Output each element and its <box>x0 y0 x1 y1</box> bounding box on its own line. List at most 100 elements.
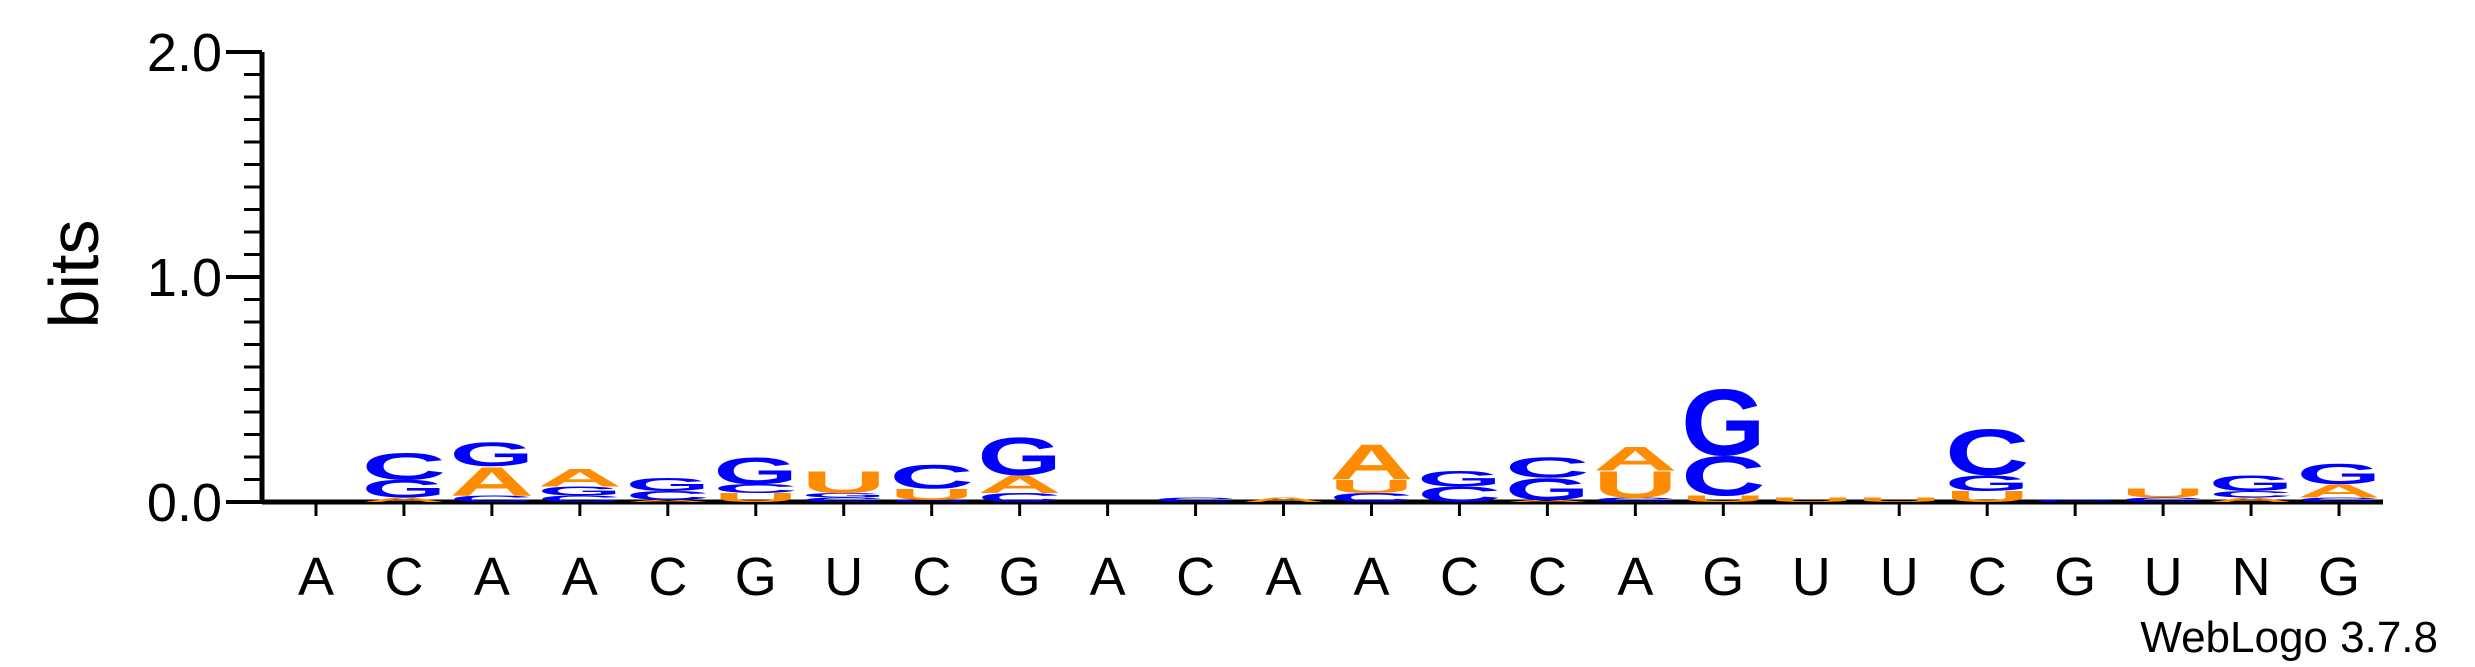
position-stack: UCG <box>714 450 798 505</box>
x-tick-label: G <box>1702 547 1744 607</box>
position-stack: CUA <box>1593 440 1677 506</box>
logo-letter-U: U <box>1329 476 1413 497</box>
logo-letter-C: C <box>889 458 973 496</box>
logo-letter-U: U <box>802 465 886 500</box>
position-stack: A <box>1241 496 1325 503</box>
position-stack: C <box>1153 496 1237 503</box>
position-stack: GUC <box>889 458 973 504</box>
logo-letter-G: G <box>1417 466 1501 491</box>
logo-letter-G: G <box>1505 471 1589 506</box>
logo-letter-U: U <box>1945 488 2029 506</box>
x-tick-label: A <box>1617 547 1653 607</box>
logo-letter-U: U <box>1769 496 1853 503</box>
x-tick-label: G <box>2318 547 2360 607</box>
logo-letter-C: C <box>1681 445 1765 508</box>
x-tick-label: U <box>1880 547 1919 607</box>
logo-letter-A: A <box>1593 440 1677 478</box>
position-stack: CAG <box>450 435 534 504</box>
logo-letter-C: C <box>977 491 1061 505</box>
logo-letter-A: A <box>977 470 1061 498</box>
logo-letter-A: A <box>362 496 446 503</box>
logo-letter-G: G <box>1681 369 1765 475</box>
x-tick-label: A <box>1353 547 1389 607</box>
logo-letter-G: G <box>538 484 622 498</box>
x-tick-label: U <box>824 547 863 607</box>
x-tick-label: U <box>1792 547 1831 607</box>
x-tick-label: N <box>2232 547 2271 607</box>
logo-letter-G: G <box>802 492 886 499</box>
logo-letter-A: A <box>2297 480 2381 501</box>
logo-letter-C: C <box>2121 496 2205 503</box>
weblogo-credit: WebLogo 3.7.8 <box>2140 613 2438 662</box>
position-stack: ACG <box>2209 471 2293 504</box>
logo-letter-C: C <box>2209 489 2293 500</box>
x-tick-label: A <box>562 547 598 607</box>
logo-letter-C: C <box>2297 496 2381 503</box>
position-stack: AGC <box>362 446 446 504</box>
position-stack: AGC <box>1505 452 1589 506</box>
x-tick-label: G <box>999 547 1041 607</box>
x-tick-label: A <box>298 547 334 607</box>
logo-letter-U: U <box>714 491 798 505</box>
x-tick-label: A <box>474 547 510 607</box>
logo-letter-G: G <box>889 499 973 503</box>
logo-letter-A: A <box>450 458 534 504</box>
logo-letter-G: G <box>1945 471 2029 496</box>
logo-letter-G: G <box>2297 458 2381 490</box>
logo-letter-C: C <box>626 488 710 502</box>
logo-letter-C: C <box>450 493 534 504</box>
x-tick-label: G <box>735 547 777 607</box>
position-stack: C <box>2033 499 2117 503</box>
logo-letter-C: C <box>1153 496 1237 503</box>
logo-letter-C: C <box>362 446 446 488</box>
y-axis-label: bits <box>35 220 113 329</box>
position-stack: ACG <box>626 474 710 503</box>
x-tick-label: U <box>2144 547 2183 607</box>
logo-letter-C: C <box>714 482 798 496</box>
position-stack: U <box>1857 496 1941 503</box>
position-stack: CGA <box>538 463 622 504</box>
position-stack: CAG <box>2297 458 2381 503</box>
x-tick-label: A <box>1090 547 1126 607</box>
logo-letter-U: U <box>1857 496 1941 503</box>
position-stack: CG <box>1417 466 1501 506</box>
position-stack: CGU <box>802 465 886 503</box>
logo-letter-U: U <box>1681 493 1765 504</box>
logo-letter-G: G <box>362 475 446 503</box>
x-tick-label: C <box>1440 547 1479 607</box>
logo-letter-G: G <box>2209 471 2293 496</box>
position-stack: CU <box>2121 486 2205 503</box>
logo-letter-A: A <box>1505 499 1589 503</box>
logo-letter-C: C <box>1593 496 1677 503</box>
position-stack: UGC <box>1945 416 2029 505</box>
logo-letter-C: C <box>538 493 622 504</box>
logo-letter-G: G <box>714 450 798 492</box>
x-tick-label: C <box>912 547 951 607</box>
logo-letter-U: U <box>889 485 973 503</box>
logo-letter-C: C <box>2033 499 2117 503</box>
logo-letter-A: A <box>538 463 622 491</box>
x-tick-label: G <box>2054 547 2096 607</box>
logo-letter-C: C <box>1417 482 1501 507</box>
logo-letter-A: A <box>1329 435 1413 491</box>
logo-letter-A: A <box>1241 496 1325 503</box>
logo-letter-U: U <box>2121 486 2205 500</box>
x-tick-label: A <box>1266 547 1302 607</box>
position-stack: U <box>1769 496 1853 503</box>
logo-letter-U: U <box>1593 464 1677 506</box>
y-tick-label: 0.0 <box>147 473 222 533</box>
logo-letter-G: G <box>450 435 534 474</box>
x-tick-label: C <box>648 547 687 607</box>
logo-letter-G: G <box>626 474 710 495</box>
position-stack: CAG <box>977 428 1061 505</box>
logo-letter-G: G <box>977 428 1061 487</box>
y-tick-label: 2.0 <box>147 23 222 83</box>
x-tick-label: C <box>1176 547 1215 607</box>
logo-letter-A: A <box>2209 496 2293 503</box>
logo-letter-C: C <box>1329 491 1413 505</box>
x-tick-label: C <box>1968 547 2007 607</box>
y-axis: 0.0 1.0 2.0 <box>147 23 265 533</box>
x-tick-label: C <box>384 547 423 607</box>
